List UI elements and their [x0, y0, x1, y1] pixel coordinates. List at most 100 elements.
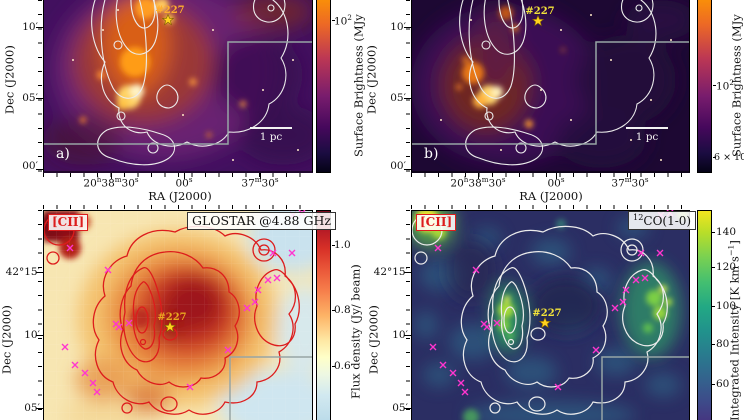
source-cross-marker — [472, 266, 480, 274]
dec-tick-c: 42°15′ — [5, 266, 40, 278]
colorbar-d — [697, 210, 712, 420]
axis-major-tick — [36, 408, 43, 409]
dec-tick-d: 42°15′ — [373, 266, 408, 278]
colorbar-d-tick-label: 80 — [716, 338, 730, 350]
colorbar-c-label: Flux density (Jy/ beam) — [348, 264, 363, 399]
cii-corner-label-c: [CII] — [48, 214, 89, 231]
star-227-label-a: #227 — [155, 5, 185, 16]
colorbar-tick — [712, 344, 715, 345]
source-cross-marker — [483, 323, 491, 331]
star-227-label-b: #227 — [525, 6, 555, 17]
dec-tick-a: 10′ — [22, 21, 38, 33]
survey-outline — [229, 356, 313, 420]
axis-major-tick — [556, 173, 557, 179]
colorbar-tick — [713, 85, 716, 86]
axis-minor-ticks — [411, 205, 690, 209]
source-cross-marker — [61, 343, 69, 351]
ra-tick: 20h38m30s — [450, 175, 506, 190]
source-cross-marker — [71, 361, 79, 369]
panel-c-map — [43, 210, 313, 420]
dec-tick-b: 00′ — [390, 160, 406, 172]
source-cross-marker — [457, 379, 465, 387]
source-cross-marker — [251, 298, 259, 306]
colorbar-tick — [712, 306, 715, 307]
axis-major-tick — [404, 408, 411, 409]
colorbar-c-tick-label: 0.6 — [334, 360, 351, 372]
dec-tick-b: 10′ — [390, 21, 406, 33]
source-cross-marker — [611, 304, 619, 312]
ra-axis-label-a: RA (J2000) — [148, 189, 212, 203]
source-cross-marker — [264, 276, 272, 284]
axis-major-tick — [36, 272, 43, 273]
survey-outline — [43, 41, 313, 145]
star-227-label-d: #227 — [532, 308, 562, 319]
colorbar-d-tick-label: 120 — [716, 261, 737, 273]
colorbar-c-tick-label: 1.0 — [334, 239, 351, 251]
source-cross-marker — [434, 244, 442, 252]
axis-major-tick — [184, 173, 185, 179]
field-stars — [440, 14, 672, 161]
scalebar-a-label: 1 pc — [259, 131, 283, 143]
source-cross-marker — [288, 249, 296, 257]
colorbar-b-label: Surface Brightness (MJy — [729, 14, 744, 158]
source-cross-marker — [637, 249, 645, 257]
scalebar-b — [626, 127, 668, 129]
source-cross-marker — [224, 346, 232, 354]
axis-major-tick — [404, 98, 411, 99]
panel-a-map — [43, 0, 313, 173]
cii-corner-label-d: [CII] — [416, 214, 457, 231]
colorbar-d-label: Integrated Intensity [K km s−1] — [726, 240, 742, 420]
source-cross-marker — [269, 249, 277, 257]
dec-tick-c: 10′ — [24, 329, 40, 341]
colorbar-tick — [713, 157, 716, 158]
colorbar-tick — [332, 310, 335, 311]
panel-b-tag: b) — [424, 146, 439, 162]
colorbar-b — [697, 0, 712, 173]
source-cross-marker — [89, 379, 97, 387]
axis-major-tick — [630, 173, 631, 179]
colorbar-tick — [332, 245, 335, 246]
axis-major-tick — [404, 169, 411, 170]
colorbar-tick — [332, 20, 335, 21]
colorbar-tick — [712, 232, 715, 233]
source-cross-marker — [81, 369, 89, 377]
dec-tick-d: 05′ — [392, 402, 408, 414]
axis-minor-ticks — [406, 0, 410, 173]
source-cross-marker — [273, 274, 281, 282]
panel-a-tag: a) — [56, 146, 70, 162]
source-cross-marker — [243, 304, 251, 312]
axis-major-tick — [111, 173, 112, 179]
dec-tick-b: 05′ — [390, 92, 406, 104]
dec-tick-a: 05′ — [22, 92, 38, 104]
axis-minor-ticks — [406, 210, 410, 420]
colorbar-d-tick-label: 140 — [716, 226, 737, 238]
axis-major-tick — [404, 335, 411, 336]
panel-d-title: 12CO(1-0) — [628, 211, 697, 230]
source-cross-marker — [254, 286, 262, 294]
star-227-marker — [531, 14, 545, 27]
axis-minor-ticks — [411, 173, 690, 177]
panel-c-title: GLOSTAR @4.88 GHz — [187, 212, 336, 230]
source-cross-marker — [439, 361, 447, 369]
cii-contours — [411, 214, 668, 415]
dec-tick-a: 00′ — [22, 160, 38, 172]
star-227-marker — [163, 320, 177, 333]
ra-tick: 37m30s — [241, 175, 279, 190]
ra-tick: 00s — [175, 175, 193, 190]
source-cross-marker — [449, 369, 457, 377]
colorbar-c — [316, 210, 331, 420]
ra-tick: 37m30s — [611, 175, 649, 190]
source-cross-marker — [632, 276, 640, 284]
colorbar-a — [316, 0, 331, 173]
scalebar-a — [250, 127, 292, 129]
colorbar-d-tick-label: 60 — [716, 378, 730, 390]
colorbar-tick — [712, 384, 715, 385]
survey-outline — [411, 41, 690, 145]
source-cross-marker — [622, 286, 630, 294]
axis-major-tick — [36, 335, 43, 336]
dec-axis-label-b: Dec (J2000) — [364, 45, 379, 115]
colorbar-d-tick-label: 100 — [716, 300, 737, 312]
star-227-marker — [161, 13, 175, 26]
source-cross-marker — [66, 244, 74, 252]
